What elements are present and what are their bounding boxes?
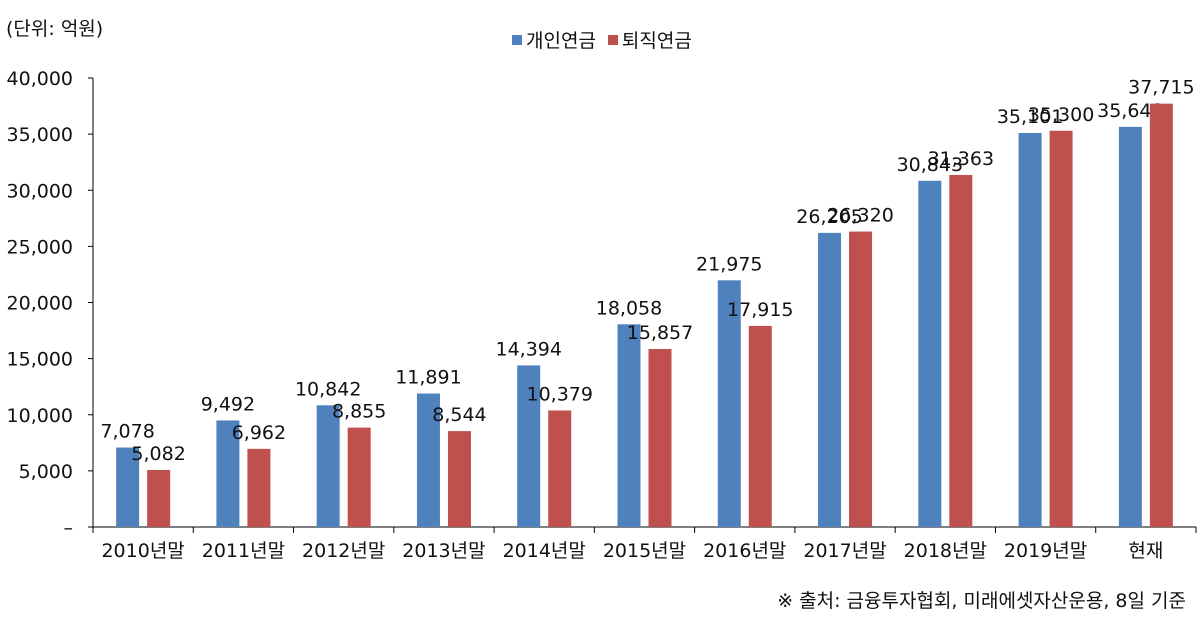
data-label-personal: 10,842 <box>295 378 361 400</box>
x-tick-label: 2019년말 <box>1004 540 1087 562</box>
bar-retirement <box>147 469 171 527</box>
y-tick-label: 5,000 <box>19 461 73 483</box>
data-label-retirement: 26,320 <box>827 205 893 227</box>
bar-personal <box>116 447 140 527</box>
x-tick-label: 2014년말 <box>503 540 586 562</box>
data-label-personal: 14,394 <box>495 338 561 360</box>
bar-retirement <box>1049 130 1073 527</box>
data-label-retirement: 35,300 <box>1028 104 1094 126</box>
y-tick-label: 35,000 <box>7 124 73 146</box>
bar-retirement <box>1149 103 1173 528</box>
bar-retirement <box>548 410 572 527</box>
bar-retirement <box>849 231 873 528</box>
y-tick-label: 25,000 <box>7 236 73 258</box>
data-label-personal: 35,648 <box>1097 100 1163 122</box>
y-tick-label: 30,000 <box>7 180 73 202</box>
x-tick-label: 2011년말 <box>202 540 285 562</box>
legend-swatch-retirement <box>607 34 618 45</box>
y-tick-label: – <box>64 517 74 539</box>
data-label-retirement: 37,715 <box>1128 77 1194 99</box>
data-label-retirement: 17,915 <box>727 299 793 321</box>
data-label-retirement: 8,855 <box>332 401 386 423</box>
data-label-personal: 9,492 <box>201 393 255 415</box>
bar-personal <box>1018 132 1042 527</box>
y-tick-label: 15,000 <box>7 349 73 371</box>
y-tick-label: 20,000 <box>7 293 73 315</box>
bar-personal <box>316 405 340 527</box>
legend-item-retirement: 퇴직연금 <box>607 26 692 53</box>
data-label-personal: 35,101 <box>997 106 1063 128</box>
data-label-retirement: 8,544 <box>432 404 486 426</box>
legend-swatch-personal <box>512 34 522 45</box>
bar-retirement <box>247 448 271 527</box>
x-tick-label: 2018년말 <box>904 540 987 562</box>
x-tick-label: 2013년말 <box>402 540 485 562</box>
legend-label-retirement: 퇴직연금 <box>621 30 692 52</box>
bar-retirement <box>347 427 371 527</box>
bar-personal <box>818 232 842 527</box>
data-label-personal: 30,843 <box>897 154 963 176</box>
bar-retirement <box>648 349 672 527</box>
bar-personal <box>216 420 240 527</box>
bar-personal <box>918 180 942 527</box>
legend-item-personal: 개인연금 <box>512 26 596 53</box>
data-label-retirement: 15,857 <box>627 322 693 344</box>
x-tick-label: 2010년말 <box>101 540 184 562</box>
legend-label-personal: 개인연금 <box>526 30 596 52</box>
data-label-personal: 26,205 <box>796 206 862 228</box>
data-label-personal: 18,058 <box>596 297 662 319</box>
x-tick-label: 현재 <box>1128 540 1163 562</box>
y-tick-label: 10,000 <box>7 405 73 427</box>
bar-retirement <box>949 174 973 527</box>
data-label-retirement: 6,962 <box>232 422 286 444</box>
bar-retirement <box>748 325 772 527</box>
unit-label: (단위: 억원) <box>6 18 104 40</box>
data-label-retirement: 10,379 <box>526 383 592 405</box>
data-label-personal: 11,891 <box>395 367 461 389</box>
x-tick-label: 2017년말 <box>803 540 886 562</box>
x-tick-label: 2015년말 <box>603 540 686 562</box>
bar-personal <box>617 324 641 527</box>
bar-personal <box>717 280 741 527</box>
data-label-retirement: 31,363 <box>928 148 994 170</box>
data-label-retirement: 5,082 <box>131 443 185 465</box>
source-note: ※ 출처: 금융투자협회, 미래에셋자산운용, 8일 기준 <box>777 590 1186 612</box>
bar-personal <box>416 393 440 527</box>
data-label-personal: 21,975 <box>696 253 762 275</box>
x-tick-label: 2016년말 <box>703 540 786 562</box>
data-label-personal: 7,078 <box>100 421 154 443</box>
bar-retirement <box>447 431 471 527</box>
bar-personal <box>517 365 541 527</box>
bar-personal <box>1118 126 1142 527</box>
x-tick-label: 2012년말 <box>302 540 385 562</box>
legend: 개인연금 퇴직연금 <box>512 26 704 53</box>
y-tick-label: 40,000 <box>7 68 73 90</box>
